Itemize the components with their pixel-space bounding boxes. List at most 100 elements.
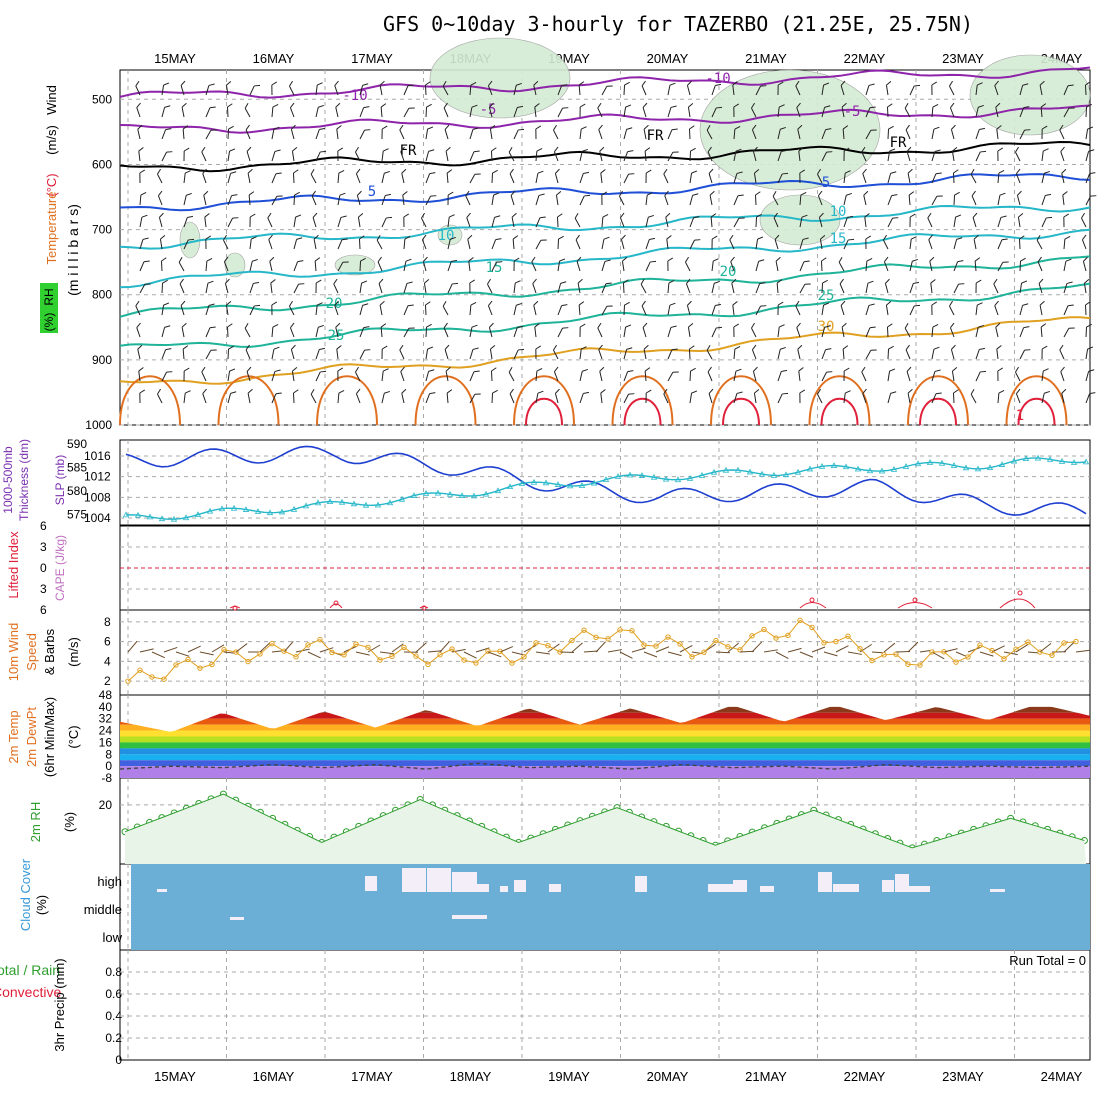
wind10-barb-staff: [667, 651, 682, 657]
wind-barb: [777, 301, 784, 316]
wind-barb-staff: [1018, 238, 1021, 250]
wind-barb-flag: [333, 278, 338, 285]
wind-barb-flag: [445, 366, 451, 372]
wind10-barb-staff: [535, 651, 550, 655]
wind-barb: [421, 234, 427, 250]
thickness-point: [662, 475, 670, 482]
wind-barb: [865, 349, 877, 360]
wind-barb-flag: [181, 322, 187, 328]
wind-barb: [755, 85, 767, 96]
wind-barb-staff: [380, 326, 383, 338]
wind-barb-flag: [821, 257, 827, 262]
wind-barb-flag: [753, 146, 758, 152]
wind-barb: [843, 192, 852, 206]
wind-barb-flag: [905, 344, 910, 351]
wind-barb: [667, 128, 678, 140]
wind-barb: [247, 388, 253, 404]
wind-barb: [667, 302, 676, 316]
wind-barb: [905, 344, 911, 360]
wind-barb-staff: [574, 218, 581, 228]
wind-barb-flag: [165, 348, 172, 351]
wind-barb: [884, 278, 890, 294]
wind-barb: [1015, 388, 1021, 404]
wind-barb: [994, 300, 999, 316]
wind-barb: [555, 190, 562, 206]
wind-barb-staff: [1082, 261, 1087, 272]
wind-barb-flag: [164, 105, 171, 108]
surface-isotherm-loop-inner: [722, 397, 760, 426]
wind-barb-flag: [535, 345, 542, 350]
wind-barb-staff: [623, 84, 626, 96]
wind-barb-staff: [644, 150, 647, 162]
wind-barb-flag: [954, 191, 960, 196]
wind-barb: [1040, 103, 1047, 118]
wind-barb: [533, 80, 539, 96]
wind-barb-flag: [716, 106, 723, 109]
wind-barb-staff: [534, 107, 537, 118]
wind-barb-flag: [887, 103, 893, 108]
wind-barb-staff: [707, 371, 713, 382]
wind-barb: [622, 279, 629, 294]
wind-barb: [931, 346, 940, 360]
wind-barb-staff: [754, 194, 757, 206]
wind-barb-flag: [706, 344, 711, 351]
wind-barb-flag: [1062, 191, 1068, 196]
wind-barb: [1063, 327, 1075, 338]
thickness-point: [686, 474, 694, 481]
wind-barb-flag: [160, 234, 166, 240]
wind-barb-flag: [188, 238, 195, 241]
wind-barb-staff: [821, 349, 827, 360]
wind-barb-staff: [578, 84, 581, 96]
wind-barb-staff: [425, 173, 431, 184]
wind-barb: [930, 279, 936, 294]
thickness-point: [650, 473, 658, 480]
wind-barb: [535, 239, 547, 250]
wind-barb-flag: [471, 324, 478, 328]
wind-barb-flag: [293, 169, 299, 174]
wind-barb-staff: [971, 195, 977, 206]
wind-barb-flag: [1040, 323, 1047, 328]
wind-barb: [270, 279, 276, 294]
wind-barb-staff: [1015, 371, 1021, 382]
wind-barb: [139, 169, 146, 184]
wind-barb-flag: [927, 212, 932, 219]
wind-barb: [755, 282, 766, 294]
wind-barb-flag: [641, 300, 646, 307]
wind-barb-staff: [796, 107, 801, 118]
wind-barb-flag: [755, 191, 761, 196]
wind-barb-staff: [970, 394, 977, 404]
wind-barb-staff: [1084, 84, 1087, 96]
wind-barb: [997, 367, 1004, 382]
wind-barb-flag: [558, 235, 564, 240]
wind-barb: [619, 190, 625, 206]
wind-barb-staff: [817, 195, 823, 206]
wind-barb: [291, 146, 298, 162]
li-point: [421, 605, 427, 611]
wind-barb: [400, 366, 405, 382]
wind-barb-staff: [403, 261, 407, 272]
thickness-point: [374, 501, 382, 508]
wind10-barb: [679, 644, 693, 653]
isotherm-line: [119, 140, 1091, 173]
wind-barb-staff: [821, 282, 824, 294]
wind-barb: [729, 234, 735, 250]
wind-barb-flag: [663, 388, 668, 395]
wind-barb-flag: [861, 366, 866, 373]
wind-barb-staff: [755, 239, 759, 250]
wind-barb-flag: [251, 236, 257, 240]
wind-barb-staff: [821, 305, 825, 316]
wind-barb-staff: [359, 85, 364, 96]
wind-barb: [183, 147, 190, 162]
wind-barb-flag: [360, 257, 366, 262]
wind-barb-staff: [508, 152, 515, 162]
wind-barb: [997, 147, 1004, 162]
wind-barb-staff: [908, 194, 911, 206]
wind-barb-flag: [163, 302, 170, 306]
wind-barb: [773, 212, 779, 228]
wind-barb-staff: [601, 306, 608, 316]
rh-shade-area: [969, 54, 1091, 136]
wind-barb-staff: [1085, 349, 1089, 360]
wind-barb: [601, 85, 613, 96]
wind-barb: [1063, 236, 1071, 250]
wind-barb: [205, 83, 215, 96]
